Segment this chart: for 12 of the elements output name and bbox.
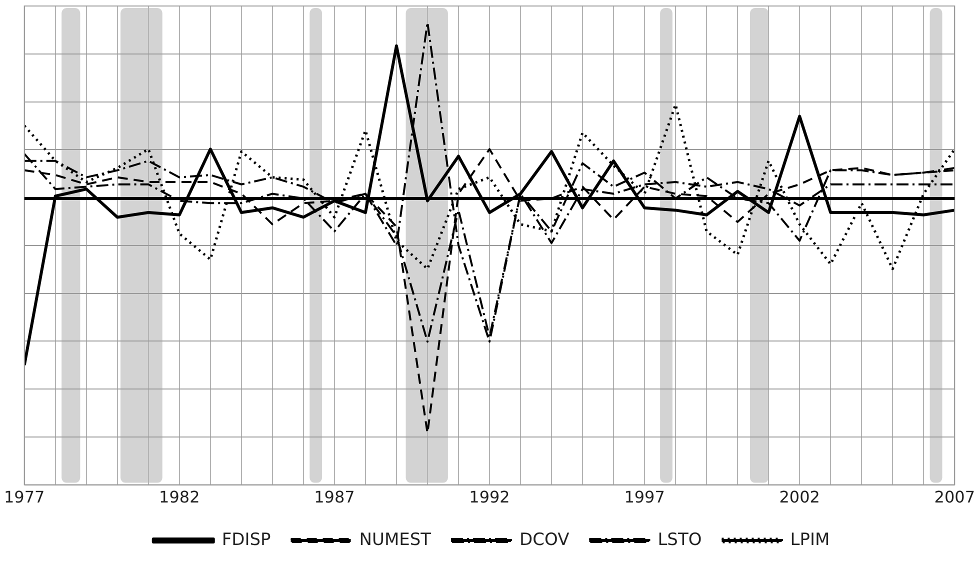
legend-label: FDISP — [222, 530, 271, 550]
x-tick-label: 2002 — [779, 488, 820, 507]
x-tick-label: 1987 — [314, 488, 355, 507]
legend-label: LSTO — [658, 530, 702, 550]
x-tick-label: 1982 — [159, 488, 200, 507]
legend-label: NUMEST — [359, 530, 432, 550]
x-tick-label: 1997 — [624, 488, 665, 507]
legend-label: DCOV — [520, 530, 570, 550]
legend-label: LPIM — [790, 530, 830, 550]
x-tick-label: 2007 — [934, 488, 975, 507]
x-tick-label: 1992 — [469, 488, 510, 507]
x-tick-label: 1977 — [4, 488, 45, 507]
